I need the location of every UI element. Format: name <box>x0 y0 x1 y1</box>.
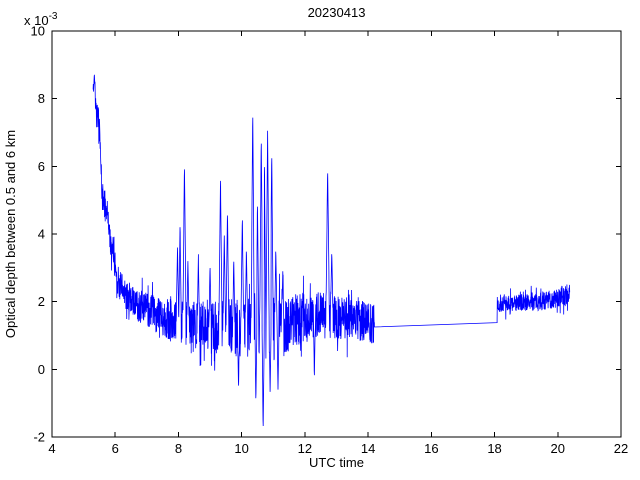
y-tick-label: 2 <box>38 294 45 309</box>
chart-title: 20230413 <box>308 5 366 20</box>
x-tick-label: 6 <box>112 441 119 456</box>
x-tick-label: 10 <box>234 441 248 456</box>
x-tick-label: 14 <box>361 441 375 456</box>
tick-marks: 4 6 8 10 12 14 16 18 20 22 -2 0 2 4 6 8 10 <box>31 24 629 457</box>
y-axis-label: Optical depth between 0.5 and 6 km <box>3 130 18 338</box>
x-axis-label: UTC time <box>309 455 364 470</box>
y-tick-label: 8 <box>38 91 45 106</box>
x-tick-label: 8 <box>175 441 182 456</box>
x-tick-label: 4 <box>48 441 55 456</box>
y-axis-scale-label: x 10-3 <box>24 11 58 28</box>
x-tick-label: 18 <box>487 441 501 456</box>
y-axis-scale-mantissa: x 10 <box>24 13 49 28</box>
x-tick-label: 16 <box>424 441 438 456</box>
x-tick-label: 20 <box>551 441 565 456</box>
y-tick-label: 0 <box>38 362 45 377</box>
y-tick-label: 10 <box>31 24 45 39</box>
y-tick-label: 4 <box>38 227 45 242</box>
data-line <box>92 74 571 427</box>
y-tick-label: -2 <box>33 430 45 445</box>
x-tick-label: 12 <box>298 441 312 456</box>
plot-box <box>51 30 622 438</box>
x-tick-label: 22 <box>614 441 628 456</box>
plot-area: 4 6 8 10 12 14 16 18 20 22 -2 0 2 4 6 8 10 <box>31 24 629 457</box>
y-axis-scale-exponent: -3 <box>49 11 58 22</box>
y-tick-label: 6 <box>38 159 45 174</box>
